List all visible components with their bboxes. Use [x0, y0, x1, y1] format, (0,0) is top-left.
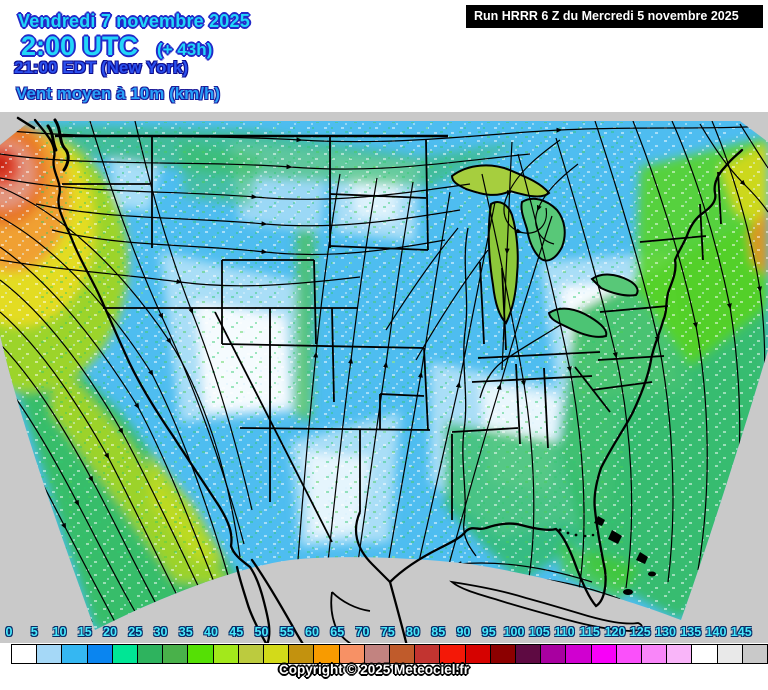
- colorbar-box: [389, 644, 416, 664]
- colorbar-tick-label: 55: [279, 625, 294, 639]
- colorbar-box: [212, 644, 239, 664]
- colorbar-box: [741, 644, 768, 664]
- colorbar-tick-label: 65: [330, 625, 345, 639]
- colorbar-box: [288, 644, 315, 664]
- colorbar-box: [615, 644, 642, 664]
- colorbar-box: [464, 644, 491, 664]
- colorbar-tick-label: 70: [355, 625, 370, 639]
- colorbar-tick-label: 40: [204, 625, 218, 639]
- colorbar-tick-label: 10: [52, 625, 67, 639]
- colorbar-box: [565, 644, 592, 664]
- colorbar-tick-label: 95: [481, 625, 496, 639]
- colorbar-tick-label: 45: [229, 625, 244, 639]
- wind-map-canvas: [0, 112, 768, 684]
- colorbar-box: [11, 644, 38, 664]
- colorbar-box: [666, 644, 693, 664]
- colorbar-box: [162, 644, 189, 664]
- colorbar-tick-label: 120: [604, 625, 626, 639]
- colorbar-box: [414, 644, 441, 664]
- colorbar-box: [691, 644, 718, 664]
- forecast-date: Vendredi 7 novembre 2025: [18, 11, 250, 31]
- colorbar-box: [515, 644, 542, 664]
- colorbar-tick-label: 145: [730, 625, 752, 639]
- colorbar-tick-label: 140: [705, 625, 727, 639]
- colorbar-box: [489, 644, 516, 664]
- colorbar-box: [36, 644, 63, 664]
- colorbar-box: [590, 644, 617, 664]
- colorbar-tick-label: 25: [128, 625, 143, 639]
- colorbar-box: [86, 644, 113, 664]
- colorbar-tick-label: 0: [5, 625, 13, 639]
- colorbar-tick-label: 135: [680, 625, 702, 639]
- model-run-info: Run HRRR 6 Z du Mercredi 5 novembre 2025: [466, 5, 763, 28]
- colorbar-tick-label: 5: [30, 625, 38, 639]
- colorbar-tick-label: 105: [528, 625, 550, 639]
- colorbar-box: [237, 644, 264, 664]
- colorbar-box: [137, 644, 164, 664]
- colorbar-box: [313, 644, 340, 664]
- colorbar-box: [716, 644, 743, 664]
- wind-map: [0, 112, 768, 684]
- colorbar-box: [363, 644, 390, 664]
- forecast-hour-offset: (+ 43h): [157, 40, 213, 59]
- colorbar-tick-label: 80: [406, 625, 420, 639]
- colorbar-tick-label: 50: [254, 625, 269, 639]
- colorbar-tick-label: 60: [305, 625, 319, 639]
- colorbar-tick-label: 20: [103, 625, 117, 639]
- colorbar-tick-label: 125: [629, 625, 651, 639]
- colorbar-tick-label: 35: [178, 625, 193, 639]
- forecast-utc-time: 2:00 UTC: [21, 31, 139, 61]
- colorbar-box: [263, 644, 290, 664]
- colorbar-tick-label: 110: [554, 625, 575, 639]
- colorbar-tick-label: 75: [380, 625, 395, 639]
- copyright-notice: Copyright © 2025 Meteociel.fr: [279, 662, 469, 677]
- colorbar-tick-label: 15: [77, 625, 92, 639]
- colorbar-tick-label: 30: [153, 625, 168, 639]
- map-parameter-label: Vent moyen à 10m (km/h): [16, 84, 221, 103]
- great-lakes: [450, 164, 639, 338]
- colorbar-tick-label: 90: [456, 625, 471, 639]
- colorbar-tick-label: 130: [655, 625, 676, 639]
- colorbar-box: [540, 644, 567, 664]
- colorbar-box: [641, 644, 668, 664]
- islands: [558, 516, 656, 595]
- wind-speed-field: [0, 121, 768, 630]
- colorbar-box: [61, 644, 88, 664]
- colorbar-box: [439, 644, 466, 664]
- colorbar-box: [187, 644, 214, 664]
- colorbar-box: [338, 644, 365, 664]
- colorbar-box: [111, 644, 138, 664]
- colorbar-tick-label: 115: [579, 625, 600, 639]
- colorbar-tick-label: 85: [431, 625, 446, 639]
- forecast-local-time: 21:00 EDT (New York): [14, 58, 189, 77]
- colorbar-tick-label: 100: [503, 625, 525, 639]
